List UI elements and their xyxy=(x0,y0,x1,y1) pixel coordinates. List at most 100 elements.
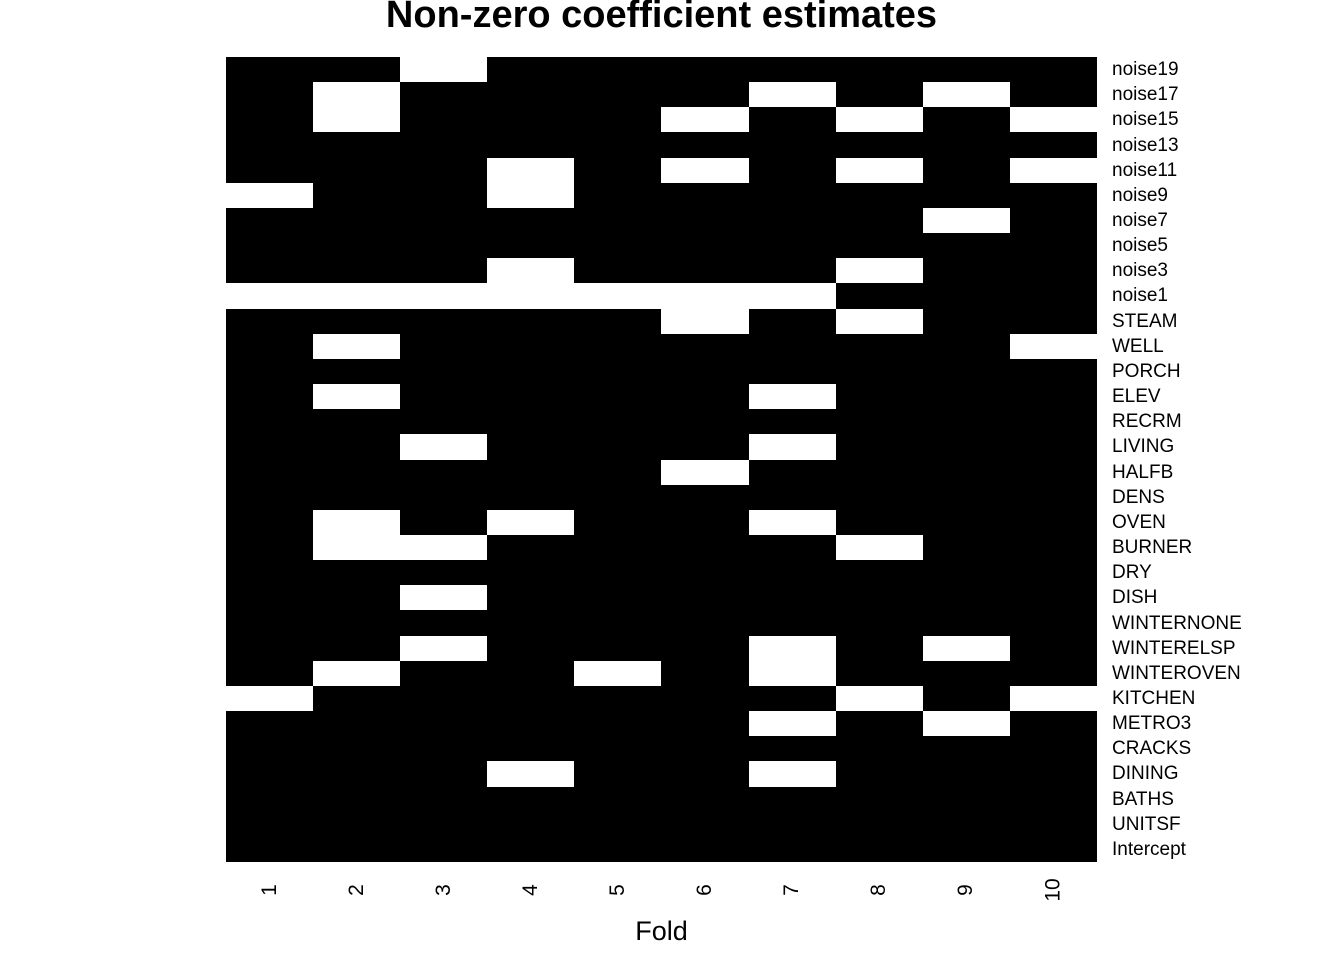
heatmap-cell xyxy=(400,82,488,108)
heatmap-cell xyxy=(487,358,575,385)
heatmap-cell xyxy=(1009,258,1097,284)
heatmap-cell xyxy=(574,409,662,435)
heatmap-cell xyxy=(400,635,488,661)
heatmap-cell xyxy=(835,333,923,359)
heatmap-cell xyxy=(574,157,662,183)
heatmap-cell xyxy=(226,434,314,460)
heatmap-cell xyxy=(313,258,401,284)
heatmap-cell xyxy=(487,207,575,234)
heatmap-cell xyxy=(226,484,314,510)
heatmap-cell xyxy=(748,711,836,737)
heatmap-cell xyxy=(835,132,923,158)
heatmap-cell xyxy=(922,132,1010,158)
heatmap-cell xyxy=(400,57,488,83)
heatmap-cell xyxy=(400,107,488,133)
heatmap-cell xyxy=(487,635,575,661)
heatmap-cell xyxy=(574,635,662,661)
heatmap-cell xyxy=(313,358,401,385)
heatmap-cell xyxy=(835,836,923,862)
heatmap-cell xyxy=(313,635,401,661)
heatmap-cell xyxy=(661,384,749,410)
y-axis-label: noise5 xyxy=(1112,235,1168,257)
y-axis-label: DISH xyxy=(1112,587,1158,609)
y-axis-label: noise17 xyxy=(1112,84,1179,106)
heatmap-cell xyxy=(748,258,836,284)
heatmap-cell xyxy=(835,308,923,334)
heatmap-cell xyxy=(226,358,314,385)
heatmap-cell xyxy=(487,509,575,535)
heatmap-cell xyxy=(487,132,575,158)
heatmap-cell xyxy=(748,459,836,485)
y-axis-label: HALFB xyxy=(1112,461,1174,483)
heatmap-cell xyxy=(922,761,1010,787)
heatmap-cell xyxy=(835,258,923,284)
heatmap-cell xyxy=(748,283,836,309)
heatmap-cell xyxy=(922,358,1010,385)
heatmap-cell xyxy=(922,409,1010,435)
heatmap-cell xyxy=(748,484,836,510)
heatmap-cell xyxy=(400,258,488,284)
heatmap-cell xyxy=(835,409,923,435)
heatmap-cell xyxy=(313,560,401,586)
heatmap-cell xyxy=(574,107,662,133)
heatmap-cell xyxy=(835,660,923,686)
heatmap-cell xyxy=(226,635,314,661)
y-axis-label: WELL xyxy=(1112,335,1164,357)
heatmap-cell xyxy=(922,258,1010,284)
heatmap-cell xyxy=(1009,711,1097,737)
heatmap-cell xyxy=(661,333,749,359)
heatmap-cell xyxy=(1009,459,1097,485)
heatmap-cell xyxy=(226,384,314,410)
heatmap-cell xyxy=(313,685,401,712)
heatmap-cell xyxy=(313,308,401,334)
heatmap-cell xyxy=(1009,233,1097,259)
heatmap-cell xyxy=(400,132,488,158)
x-axis-tick-slot: 1 xyxy=(226,864,313,916)
x-axis-tick-label: 1 xyxy=(257,884,281,896)
heatmap-cell xyxy=(226,761,314,787)
x-axis-tick-slot: 4 xyxy=(487,864,574,916)
heatmap-cell xyxy=(574,761,662,787)
heatmap-cell xyxy=(835,283,923,309)
heatmap-cell xyxy=(487,761,575,787)
heatmap-cell xyxy=(487,685,575,712)
heatmap-cell xyxy=(400,585,488,611)
y-axis-label: BATHS xyxy=(1112,788,1174,810)
heatmap-cell xyxy=(400,384,488,410)
heatmap-cell xyxy=(661,82,749,108)
heatmap-cell xyxy=(748,233,836,259)
heatmap-cell xyxy=(661,711,749,737)
heatmap-cell xyxy=(922,57,1010,83)
heatmap-cell xyxy=(313,736,401,762)
heatmap-cell xyxy=(661,836,749,862)
heatmap-cell xyxy=(835,786,923,812)
heatmap xyxy=(226,57,1097,862)
y-axis-label: STEAM xyxy=(1112,310,1178,332)
heatmap-cell xyxy=(922,660,1010,686)
heatmap-cell xyxy=(661,308,749,334)
heatmap-cell xyxy=(835,685,923,712)
heatmap-cell xyxy=(1009,560,1097,586)
x-axis-tick-slot: 8 xyxy=(836,864,923,916)
heatmap-cell xyxy=(226,610,314,636)
heatmap-cell xyxy=(1009,736,1097,762)
heatmap-cell xyxy=(487,409,575,435)
heatmap-cell xyxy=(1009,333,1097,359)
heatmap-cell xyxy=(835,459,923,485)
heatmap-cell xyxy=(922,283,1010,309)
heatmap-cell xyxy=(1009,283,1097,309)
heatmap-cell xyxy=(574,811,662,837)
heatmap-cell xyxy=(661,509,749,535)
heatmap-cell xyxy=(226,585,314,611)
heatmap-cell xyxy=(748,685,836,712)
heatmap-cell xyxy=(835,384,923,410)
heatmap-cell xyxy=(487,57,575,83)
heatmap-cell xyxy=(661,207,749,234)
x-axis-title: Fold xyxy=(635,916,688,946)
heatmap-cell xyxy=(748,82,836,108)
heatmap-cell xyxy=(574,534,662,561)
x-axis-tick-label: 2 xyxy=(344,884,368,896)
heatmap-cell xyxy=(748,333,836,359)
heatmap-cell xyxy=(313,434,401,460)
heatmap-cell xyxy=(487,585,575,611)
